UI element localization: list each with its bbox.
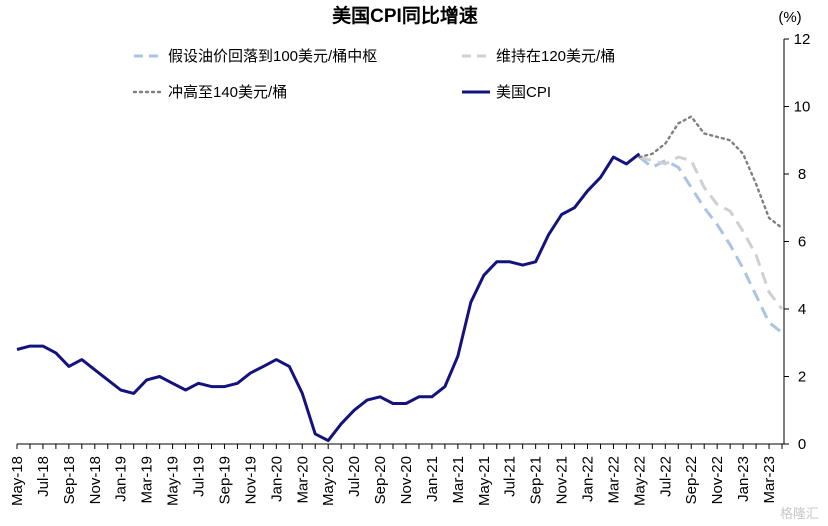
x-tick-label: Jul-21 — [502, 456, 519, 497]
x-tick-label: Jul-20 — [346, 456, 363, 497]
x-tick-label: Jul-19 — [191, 456, 208, 497]
x-tick-label: Nov-22 — [709, 456, 726, 504]
y-tick-label: 12 — [794, 31, 811, 48]
y-tick-label: 6 — [798, 234, 806, 251]
legend-label-1: 维持在120美元/桶 — [496, 48, 615, 65]
x-tick-label: Jan-23 — [735, 456, 752, 502]
x-tick-label: Nov-18 — [87, 456, 104, 504]
y-tick-label: 2 — [798, 369, 806, 386]
x-tick-label: May-20 — [320, 456, 337, 506]
legend-label-2: 冲高至140美元/桶 — [168, 84, 287, 101]
x-tick-label: Sep-20 — [372, 456, 389, 504]
x-tick-label: Nov-20 — [398, 456, 415, 504]
series-line-0 — [638, 155, 783, 334]
series-lines — [16, 115, 784, 443]
x-tick-label: Sep-19 — [216, 456, 233, 504]
legend-label-0: 假设油价回落到100美元/桶中枢 — [168, 48, 377, 65]
x-tick-label: Sep-22 — [683, 456, 700, 504]
x-tick-label: Mar-22 — [605, 456, 622, 504]
x-tick-label: Jul-22 — [657, 456, 674, 497]
chart-title: 美国CPI同比增速 — [332, 4, 478, 27]
x-tick-label: Mar-23 — [761, 456, 778, 504]
x-tick-label: Mar-19 — [139, 456, 156, 504]
x-tick-label: May-19 — [165, 456, 182, 506]
x-tick-label: Sep-21 — [528, 456, 545, 504]
x-tick-label: Jan-20 — [268, 456, 285, 502]
x-tick-label: Mar-21 — [450, 456, 467, 504]
x-tick-label: Jan-22 — [580, 456, 597, 502]
x-tick-label: May-21 — [476, 456, 493, 506]
series-line-2 — [638, 115, 784, 230]
x-tick-label: Jan-19 — [113, 456, 130, 502]
y-tick-label: 8 — [798, 166, 806, 183]
watermark: 格隆汇 — [780, 506, 819, 521]
y-tick-label: 4 — [798, 301, 806, 318]
x-tick-label: May-18 — [9, 456, 26, 506]
x-tick-label: Mar-20 — [294, 456, 311, 504]
series-line-1 — [639, 155, 784, 310]
x-tick-label: May-22 — [631, 456, 648, 506]
x-tick-label: Nov-19 — [242, 456, 259, 504]
x-tick-label: Jul-18 — [35, 456, 52, 497]
x-tick-label: Jan-21 — [424, 456, 441, 502]
axes: 0 2 4 6 8 10 12 May-18 Jul-18 Sep-18 Nov-18 Jan-19 M… — [9, 31, 810, 506]
series-line-3 — [16, 152, 641, 443]
x-tick-label: Nov-21 — [554, 456, 571, 504]
y-tick-label: 10 — [794, 99, 811, 116]
legend-label-3: 美国CPI — [496, 84, 551, 101]
y-axis-unit-label: (%) — [778, 9, 801, 26]
y-tick-label: 0 — [798, 436, 806, 453]
x-tick-label: Sep-18 — [61, 456, 78, 504]
